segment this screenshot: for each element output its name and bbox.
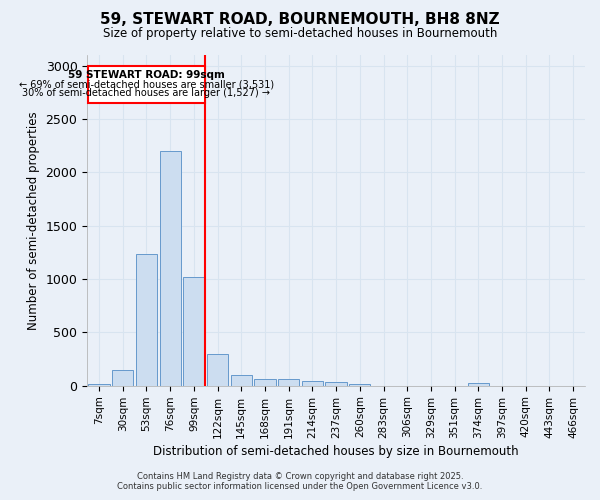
Bar [136,254,157,386]
Bar [160,151,181,386]
Bar [112,370,133,386]
Text: 59, STEWART ROAD, BOURNEMOUTH, BH8 8NZ: 59, STEWART ROAD, BOURNEMOUTH, BH8 8NZ [100,12,500,28]
Bar [230,374,252,386]
Text: ← 69% of semi-detached houses are smaller (3,531): ← 69% of semi-detached houses are smalle… [19,80,274,90]
Bar [207,354,228,386]
Bar [88,384,110,386]
Text: Contains HM Land Registry data © Crown copyright and database right 2025.
Contai: Contains HM Land Registry data © Crown c… [118,472,482,491]
Bar [325,382,347,386]
Text: 59 STEWART ROAD: 99sqm: 59 STEWART ROAD: 99sqm [68,70,225,81]
Text: Size of property relative to semi-detached houses in Bournemouth: Size of property relative to semi-detach… [103,28,497,40]
Bar [254,379,275,386]
Bar [278,380,299,386]
Text: 30% of semi-detached houses are larger (1,527) →: 30% of semi-detached houses are larger (… [22,88,271,98]
Y-axis label: Number of semi-detached properties: Number of semi-detached properties [27,111,40,330]
Bar [349,384,370,386]
Bar [302,381,323,386]
FancyBboxPatch shape [88,66,205,103]
Bar [183,277,205,386]
Bar [467,382,489,386]
X-axis label: Distribution of semi-detached houses by size in Bournemouth: Distribution of semi-detached houses by … [153,444,519,458]
